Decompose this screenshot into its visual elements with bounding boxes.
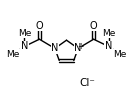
Text: Cl⁻: Cl⁻ <box>80 78 96 88</box>
Text: N: N <box>51 43 59 53</box>
Text: Me: Me <box>114 50 127 59</box>
Text: Me: Me <box>6 50 19 59</box>
Text: Me: Me <box>18 29 31 38</box>
Text: Me: Me <box>102 29 115 38</box>
Text: N: N <box>74 43 82 53</box>
Text: N: N <box>105 41 112 52</box>
Text: O: O <box>36 21 43 31</box>
Text: N: N <box>21 41 28 52</box>
Text: O: O <box>90 21 97 31</box>
Text: +: + <box>77 43 84 51</box>
